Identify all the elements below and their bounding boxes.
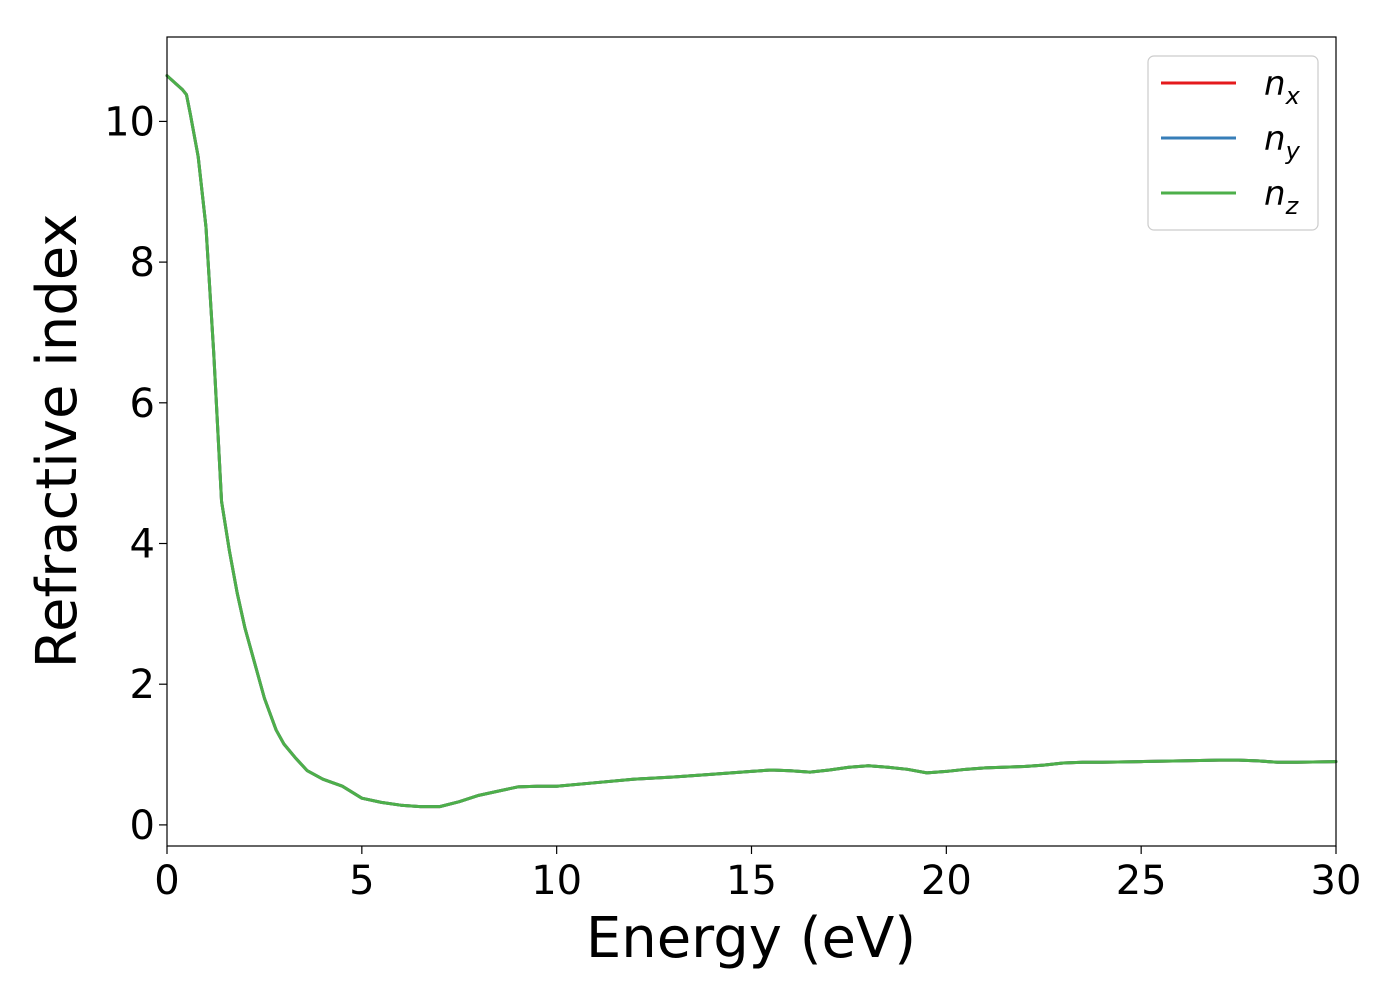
y-tick-label: 4 [130, 522, 155, 568]
series-line-nz [165, 74, 1338, 809]
y-tick-label: 10 [104, 99, 155, 145]
x-tick-label: 30 [1311, 858, 1362, 904]
x-axis-ticks: 0 5 10 15 20 25 30 [154, 846, 1361, 904]
series-layer [165, 74, 1338, 809]
y-tick-label: 0 [130, 803, 155, 849]
legend-box [1147, 55, 1319, 231]
x-axis-title: Energy (eV) [586, 906, 916, 971]
x-tick-label: 20 [921, 858, 972, 904]
y-axis-ticks: 0 2 4 6 8 10 [104, 99, 167, 849]
x-tick-label: 0 [154, 858, 179, 904]
y-tick-label: 6 [130, 381, 155, 427]
y-tick-label: 8 [130, 240, 155, 286]
x-tick-label: 15 [726, 858, 777, 904]
y-axis-title: Refractive index [25, 214, 90, 669]
x-tick-label: 25 [1116, 858, 1167, 904]
x-tick-label: 10 [531, 858, 582, 904]
x-tick-label: 5 [349, 858, 374, 904]
y-tick-label: 2 [130, 662, 155, 708]
